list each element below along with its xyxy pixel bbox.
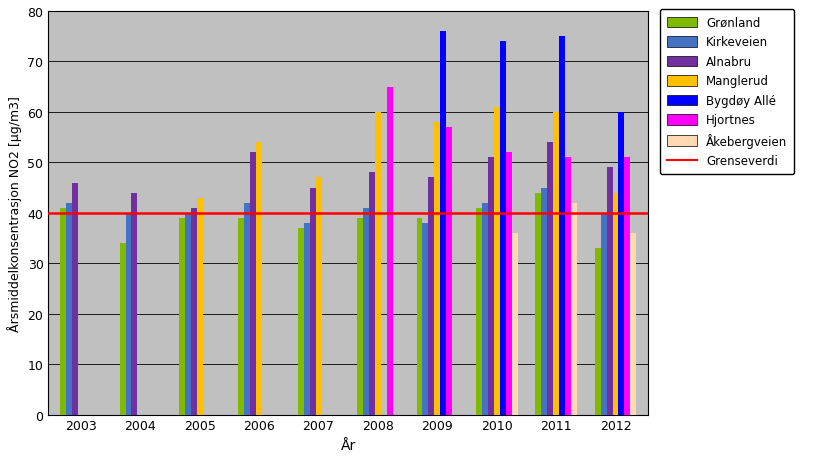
Bar [238, 218, 244, 415]
Bar [618, 112, 624, 415]
Bar [559, 37, 565, 415]
Bar [375, 112, 381, 415]
Bar [256, 143, 262, 415]
Bar [429, 178, 435, 415]
Bar [499, 42, 505, 415]
Bar [595, 249, 601, 415]
Bar [191, 208, 197, 415]
Legend: Grønland, Kirkeveien, Alnabru, Manglerud, Bygdøy Allé, Hjortnes, Åkebergveien, G: Grønland, Kirkeveien, Alnabru, Manglerud… [660, 10, 794, 175]
Y-axis label: Årsmiddelkonsentrasjon NO2 [µg/m3]: Årsmiddelkonsentrasjon NO2 [µg/m3] [7, 95, 22, 331]
Bar [482, 203, 488, 415]
Bar [310, 188, 316, 415]
Bar [179, 218, 185, 415]
Bar [440, 32, 446, 415]
Bar [488, 158, 494, 415]
Bar [476, 208, 482, 415]
Bar [601, 213, 607, 415]
Bar [244, 203, 250, 415]
Bar [548, 143, 553, 415]
Bar [535, 193, 541, 415]
Bar [303, 224, 310, 415]
Bar [512, 234, 518, 415]
Bar [446, 128, 452, 415]
Bar [571, 203, 577, 415]
Bar [185, 213, 191, 415]
Bar [60, 208, 66, 415]
Bar [624, 158, 631, 415]
Bar [66, 203, 72, 415]
Bar [316, 178, 322, 415]
Bar [197, 198, 203, 415]
X-axis label: År: År [341, 438, 356, 452]
Bar [297, 229, 303, 415]
Bar [131, 193, 137, 415]
Bar [250, 153, 256, 415]
Bar [422, 224, 429, 415]
Bar [631, 234, 637, 415]
Bar [120, 244, 125, 415]
Bar [494, 107, 499, 415]
Bar [357, 218, 363, 415]
Bar [435, 123, 440, 415]
Bar [416, 218, 422, 415]
Bar [553, 112, 559, 415]
Bar [612, 193, 618, 415]
Bar [541, 188, 548, 415]
Bar [387, 88, 393, 415]
Bar [125, 213, 131, 415]
Bar [565, 158, 571, 415]
Bar [363, 208, 369, 415]
Bar [607, 168, 612, 415]
Bar [505, 153, 512, 415]
Bar [369, 173, 375, 415]
Bar [72, 183, 78, 415]
